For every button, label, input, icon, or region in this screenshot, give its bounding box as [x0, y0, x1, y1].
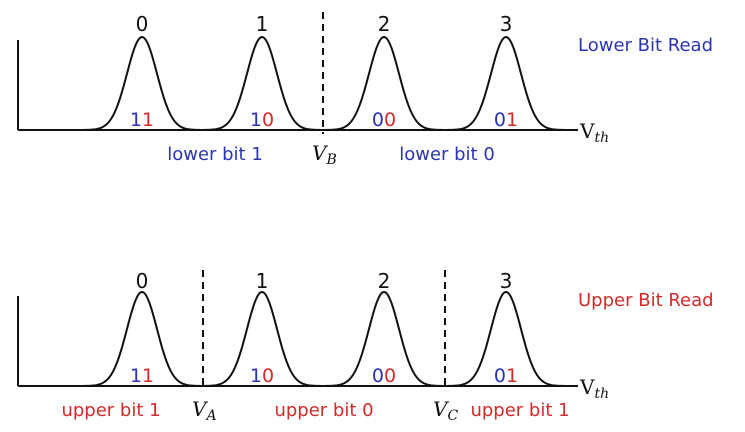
bit-pair-2-bottom: 00: [372, 365, 396, 387]
region-label-upper-bit-0: upper bit 0: [274, 400, 373, 421]
bit-pair-1-bottom: 10: [250, 365, 274, 387]
state-label-1-bottom: 1: [256, 269, 269, 293]
lower-bit-read-panel: 0 1 2 3 11 10 00 01 VB Vth lower bit 1 l…: [17, 12, 713, 168]
region-label-lower-bit-1: lower bit 1: [167, 144, 263, 165]
bit-pair-0-top: 11: [130, 109, 154, 131]
state-label-3-bottom: 3: [500, 269, 513, 293]
panel-title-upper-bit-read: Upper Bit Read: [578, 290, 714, 311]
threshold-va-label: VA: [192, 397, 217, 424]
state-label-3-top: 3: [500, 12, 513, 36]
upper-bit-read-panel: 0 1 2 3 11 10 00 01 VA VC Vth upper bit …: [17, 269, 714, 424]
distribution-curve-3-bottom: [444, 290, 568, 387]
bit-pair-2-top: 00: [372, 109, 396, 131]
vth-label-bottom: Vth: [579, 375, 609, 402]
region-label-upper-bit-1-left: upper bit 1: [61, 400, 160, 421]
threshold-vc-label: VC: [433, 397, 458, 424]
state-label-1-top: 1: [256, 12, 269, 36]
state-label-2-bottom: 2: [378, 269, 391, 293]
distribution-curve-1-bottom: [200, 290, 324, 387]
bit-pair-0-bottom: 11: [130, 365, 154, 387]
distribution-curve-0-bottom: [80, 290, 204, 387]
bit-pair-1-top: 10: [250, 109, 274, 131]
distribution-curve-1-top: [200, 35, 324, 131]
state-label-2-top: 2: [378, 12, 391, 36]
bit-pair-3-bottom: 01: [494, 365, 518, 387]
threshold-vb-label: VB: [312, 141, 337, 168]
state-label-0-top: 0: [136, 12, 149, 36]
distribution-curve-0-top: [80, 35, 204, 131]
distribution-curve-3-top: [444, 35, 568, 131]
distribution-curve-2-top: [322, 35, 446, 131]
region-label-lower-bit-0: lower bit 0: [399, 144, 495, 165]
bit-pair-3-top: 01: [494, 109, 518, 131]
vth-label-top: Vth: [579, 119, 609, 146]
panel-title-lower-bit-read: Lower Bit Read: [578, 35, 713, 56]
state-label-0-bottom: 0: [136, 269, 149, 293]
distribution-curve-2-bottom: [322, 290, 446, 387]
region-label-upper-bit-1-right: upper bit 1: [470, 400, 569, 421]
